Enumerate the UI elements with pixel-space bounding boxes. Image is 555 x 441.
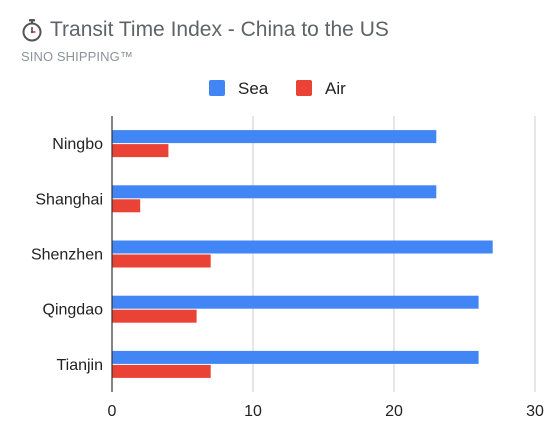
x-tick-label: 0 [108, 403, 117, 420]
bar-air-ningbo [112, 144, 169, 158]
legend-swatch-sea [209, 80, 225, 96]
bar-sea-tianjin [112, 350, 479, 364]
category-label: Shenzhen [31, 247, 103, 264]
legend-label-sea: Sea [238, 79, 269, 98]
stopwatch-icon [21, 18, 43, 42]
category-label: Qingdao [43, 302, 104, 319]
bar-sea-shanghai [112, 185, 437, 199]
legend-swatch-air [296, 80, 312, 96]
chart-title: Transit Time Index - China to the US [50, 18, 389, 41]
bar-sea-ningbo [112, 130, 437, 144]
bar-air-shanghai [112, 199, 141, 213]
category-label: Ningbo [52, 136, 103, 153]
x-tick-label: 20 [385, 403, 403, 420]
chart-subtitle: SINO SHIPPING™ [21, 49, 133, 64]
bar-air-qingdao [112, 309, 197, 323]
legend-label-air: Air [325, 79, 346, 98]
title-row: Transit Time Index - China to the US [21, 18, 389, 42]
bar-sea-qingdao [112, 295, 479, 309]
chart-header: Transit Time Index - China to the US SIN… [21, 18, 389, 64]
bar-sea-shenzhen [112, 240, 493, 254]
x-tick-label: 30 [526, 403, 544, 420]
bar-air-tianjin [112, 364, 211, 378]
category-label: Shanghai [35, 191, 103, 208]
x-tick-label: 10 [244, 403, 262, 420]
category-label: Tianjin [56, 357, 103, 374]
bar-air-shenzhen [112, 254, 211, 268]
